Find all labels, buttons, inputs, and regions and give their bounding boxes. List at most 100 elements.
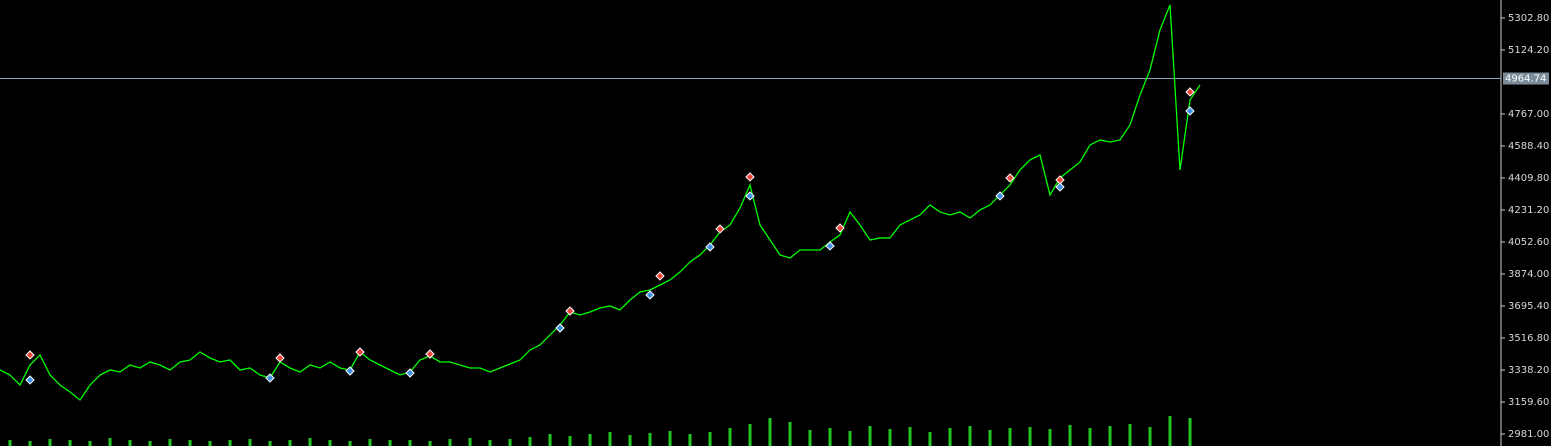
current-price-box <box>1503 72 1549 85</box>
volume-bar <box>168 439 172 446</box>
volume-bar <box>128 440 132 446</box>
volume-bar <box>448 439 452 446</box>
volume-bar <box>1008 428 1012 446</box>
volume-bar <box>568 436 572 446</box>
buy-marker <box>405 368 415 378</box>
volume-bar <box>308 438 312 446</box>
buy-marker <box>1055 182 1065 192</box>
y-tick-label: 2981.00 <box>1508 429 1549 440</box>
y-tick-label: 3695.40 <box>1508 301 1549 312</box>
volume-bar <box>148 441 152 446</box>
volume-bar <box>968 426 972 446</box>
volume-bar <box>288 440 292 446</box>
buy-marker <box>745 191 755 201</box>
buy-marker <box>645 290 655 300</box>
volume-bar <box>988 430 992 446</box>
volume-bar <box>868 426 872 446</box>
volume-bar <box>108 438 112 446</box>
y-tick-label: 4052.60 <box>1508 237 1549 248</box>
buy-marker <box>345 366 355 376</box>
volume-bar <box>8 440 12 446</box>
buy-marker <box>1185 106 1195 116</box>
volume-bar <box>1108 426 1112 446</box>
volume-bar <box>388 440 392 446</box>
y-tick-label: 4767.00 <box>1508 109 1549 120</box>
volume-bar <box>548 434 552 446</box>
volume-bar <box>228 440 232 446</box>
sell-marker <box>275 353 285 363</box>
volume-bar <box>248 439 252 446</box>
sell-marker <box>565 306 575 316</box>
volume-bar <box>708 432 712 446</box>
volume-bar <box>728 428 732 446</box>
sell-marker <box>715 224 725 234</box>
sell-marker <box>25 350 35 360</box>
sell-marker <box>1185 87 1195 97</box>
sell-marker <box>655 271 665 281</box>
volume-bar <box>768 418 772 446</box>
volume-bar <box>488 440 492 446</box>
y-tick-label: 5124.20 <box>1508 45 1549 56</box>
volume-bar <box>1168 416 1172 446</box>
buy-marker <box>265 373 275 383</box>
volume-bar <box>348 441 352 446</box>
volume-bar <box>1048 429 1052 446</box>
y-tick-label: 3874.00 <box>1508 269 1549 280</box>
volume-bar <box>88 441 92 446</box>
volume-bar <box>588 434 592 446</box>
volume-bar <box>688 434 692 446</box>
volume-bar <box>828 428 832 446</box>
volume-bar <box>908 427 912 446</box>
volume-bar <box>628 435 632 446</box>
volume-bar <box>528 437 532 446</box>
sell-marker <box>745 172 755 182</box>
y-tick-label: 4409.80 <box>1508 173 1549 184</box>
y-tick-label: 4588.40 <box>1508 141 1549 152</box>
volume-bar <box>48 439 52 446</box>
volume-bar <box>748 424 752 446</box>
volume-bar <box>1068 425 1072 446</box>
volume-bar <box>408 440 412 446</box>
buy-marker <box>25 375 35 385</box>
y-tick-label: 3338.20 <box>1508 365 1549 376</box>
sell-marker <box>835 223 845 233</box>
volume-bar <box>1188 418 1192 446</box>
volume-bar <box>648 433 652 446</box>
sell-marker <box>425 349 435 359</box>
volume-bar <box>788 422 792 446</box>
y-tick-label: 5302.80 <box>1508 13 1549 24</box>
y-tick-label: 3516.80 <box>1508 333 1549 344</box>
volume-bar <box>268 441 272 446</box>
volume-bar <box>368 439 372 446</box>
volume-bar <box>948 428 952 446</box>
volume-bar <box>508 439 512 446</box>
y-tick-label: 4231.20 <box>1508 205 1549 216</box>
volume-bar <box>808 430 812 446</box>
volume-bar <box>1128 424 1132 446</box>
buy-marker <box>705 242 715 252</box>
volume-bar <box>428 441 432 446</box>
volume-bar <box>468 438 472 446</box>
volume-bar <box>28 441 32 446</box>
volume-bar <box>1028 427 1032 446</box>
volume-bar <box>328 440 332 446</box>
volume-bar <box>68 440 72 446</box>
volume-bar <box>848 431 852 446</box>
volume-bar <box>608 432 612 446</box>
volume-bar <box>668 431 672 446</box>
volume-bar <box>208 441 212 446</box>
buy-marker <box>825 241 835 251</box>
sell-marker <box>355 347 365 357</box>
buy-marker <box>555 323 565 333</box>
current-price-label: 4964.74 <box>1505 74 1546 85</box>
volume-bar <box>188 440 192 446</box>
sell-marker <box>1005 173 1015 183</box>
volume-bar <box>1088 428 1092 446</box>
y-tick-label: 3159.60 <box>1508 397 1549 408</box>
volume-bar <box>1148 427 1152 446</box>
volume-bar <box>928 432 932 446</box>
buy-marker <box>995 191 1005 201</box>
price-line <box>0 4 1201 401</box>
volume-bar <box>888 429 892 446</box>
